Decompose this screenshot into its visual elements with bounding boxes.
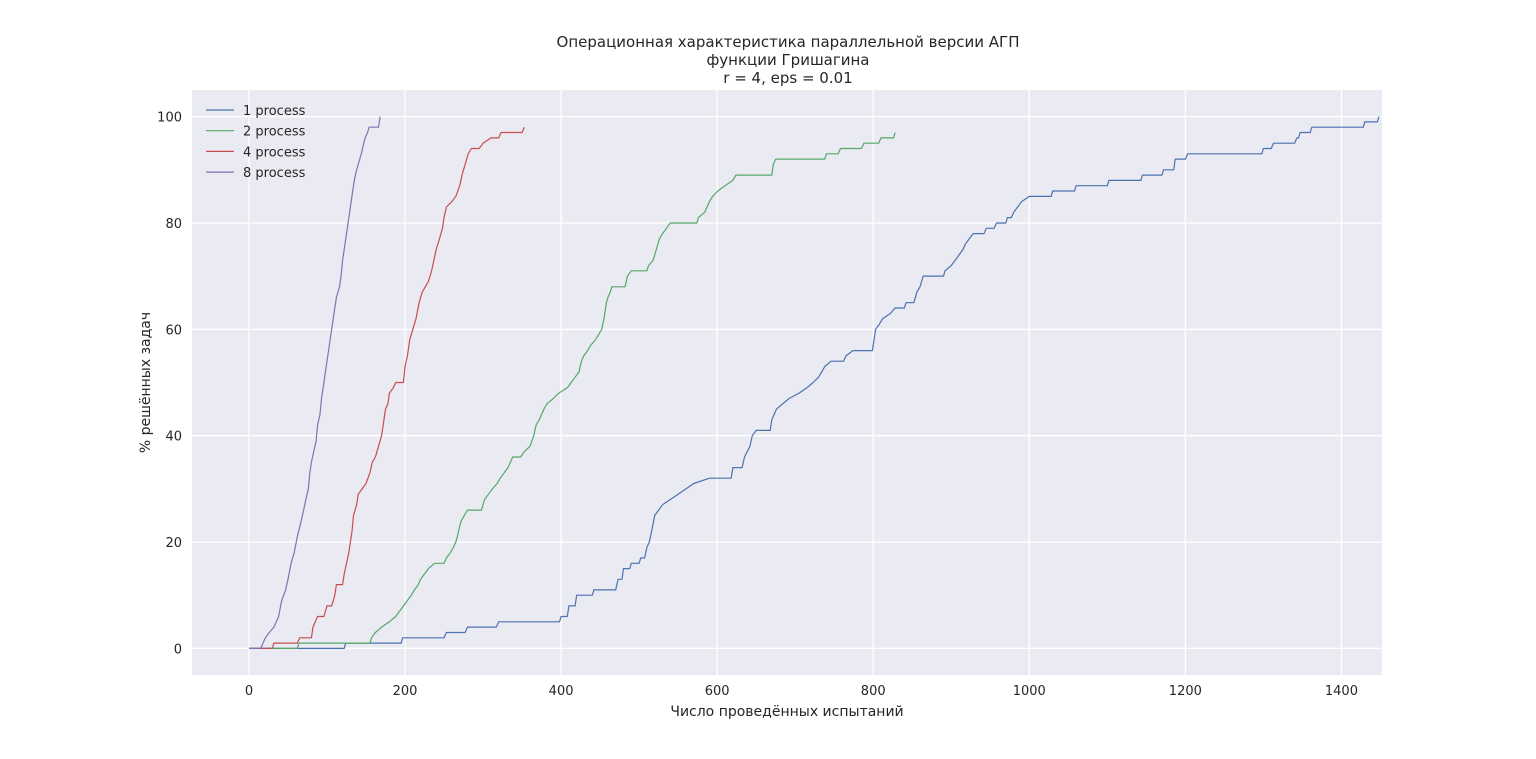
- legend-label-3: 4 process: [243, 145, 306, 160]
- legend-label-4: 8 process: [243, 166, 306, 181]
- series-line-4: [249, 116, 381, 649]
- series-lines: [249, 116, 1380, 649]
- y-axis-label: % решённых задач: [138, 312, 154, 453]
- y-tick-label: 80: [165, 217, 182, 232]
- plot-area: [192, 90, 1382, 675]
- x-tick-label: 1000: [1013, 684, 1046, 699]
- x-tick-label: 0: [245, 684, 253, 699]
- tick-labels: 0 200 400 600 800 1000 1200 1400 0 20 40 60 80 100: [157, 111, 1358, 699]
- y-tick-label: 100: [157, 111, 182, 126]
- series-line-3: [249, 126, 525, 649]
- legend: 1 process 2 process 4 process 8 process: [206, 104, 306, 181]
- x-tick-label: 400: [549, 684, 574, 699]
- series-line-2: [249, 132, 896, 649]
- x-tick-label: 200: [393, 684, 418, 699]
- y-tick-label: 40: [165, 430, 182, 445]
- x-tick-label: 1200: [1169, 684, 1202, 699]
- x-tick-label: 800: [861, 684, 886, 699]
- x-tick-label: 1400: [1325, 684, 1358, 699]
- chart-title-line-1: Операционная характеристика параллельной…: [556, 33, 1020, 51]
- y-tick-label: 60: [165, 323, 182, 338]
- y-tick-label: 20: [165, 536, 182, 551]
- chart-title-line-3: r = 4, eps = 0.01: [723, 69, 853, 87]
- x-axis-label: Число проведённых испытаний: [670, 704, 903, 720]
- legend-label-2: 2 process: [243, 125, 306, 140]
- chart-title-line-2: функции Гришагина: [706, 51, 870, 69]
- series-line-1: [249, 116, 1380, 649]
- grid-lines: [192, 90, 1382, 675]
- legend-label-1: 1 process: [243, 104, 306, 119]
- x-tick-label: 600: [705, 684, 730, 699]
- y-tick-label: 0: [174, 642, 182, 657]
